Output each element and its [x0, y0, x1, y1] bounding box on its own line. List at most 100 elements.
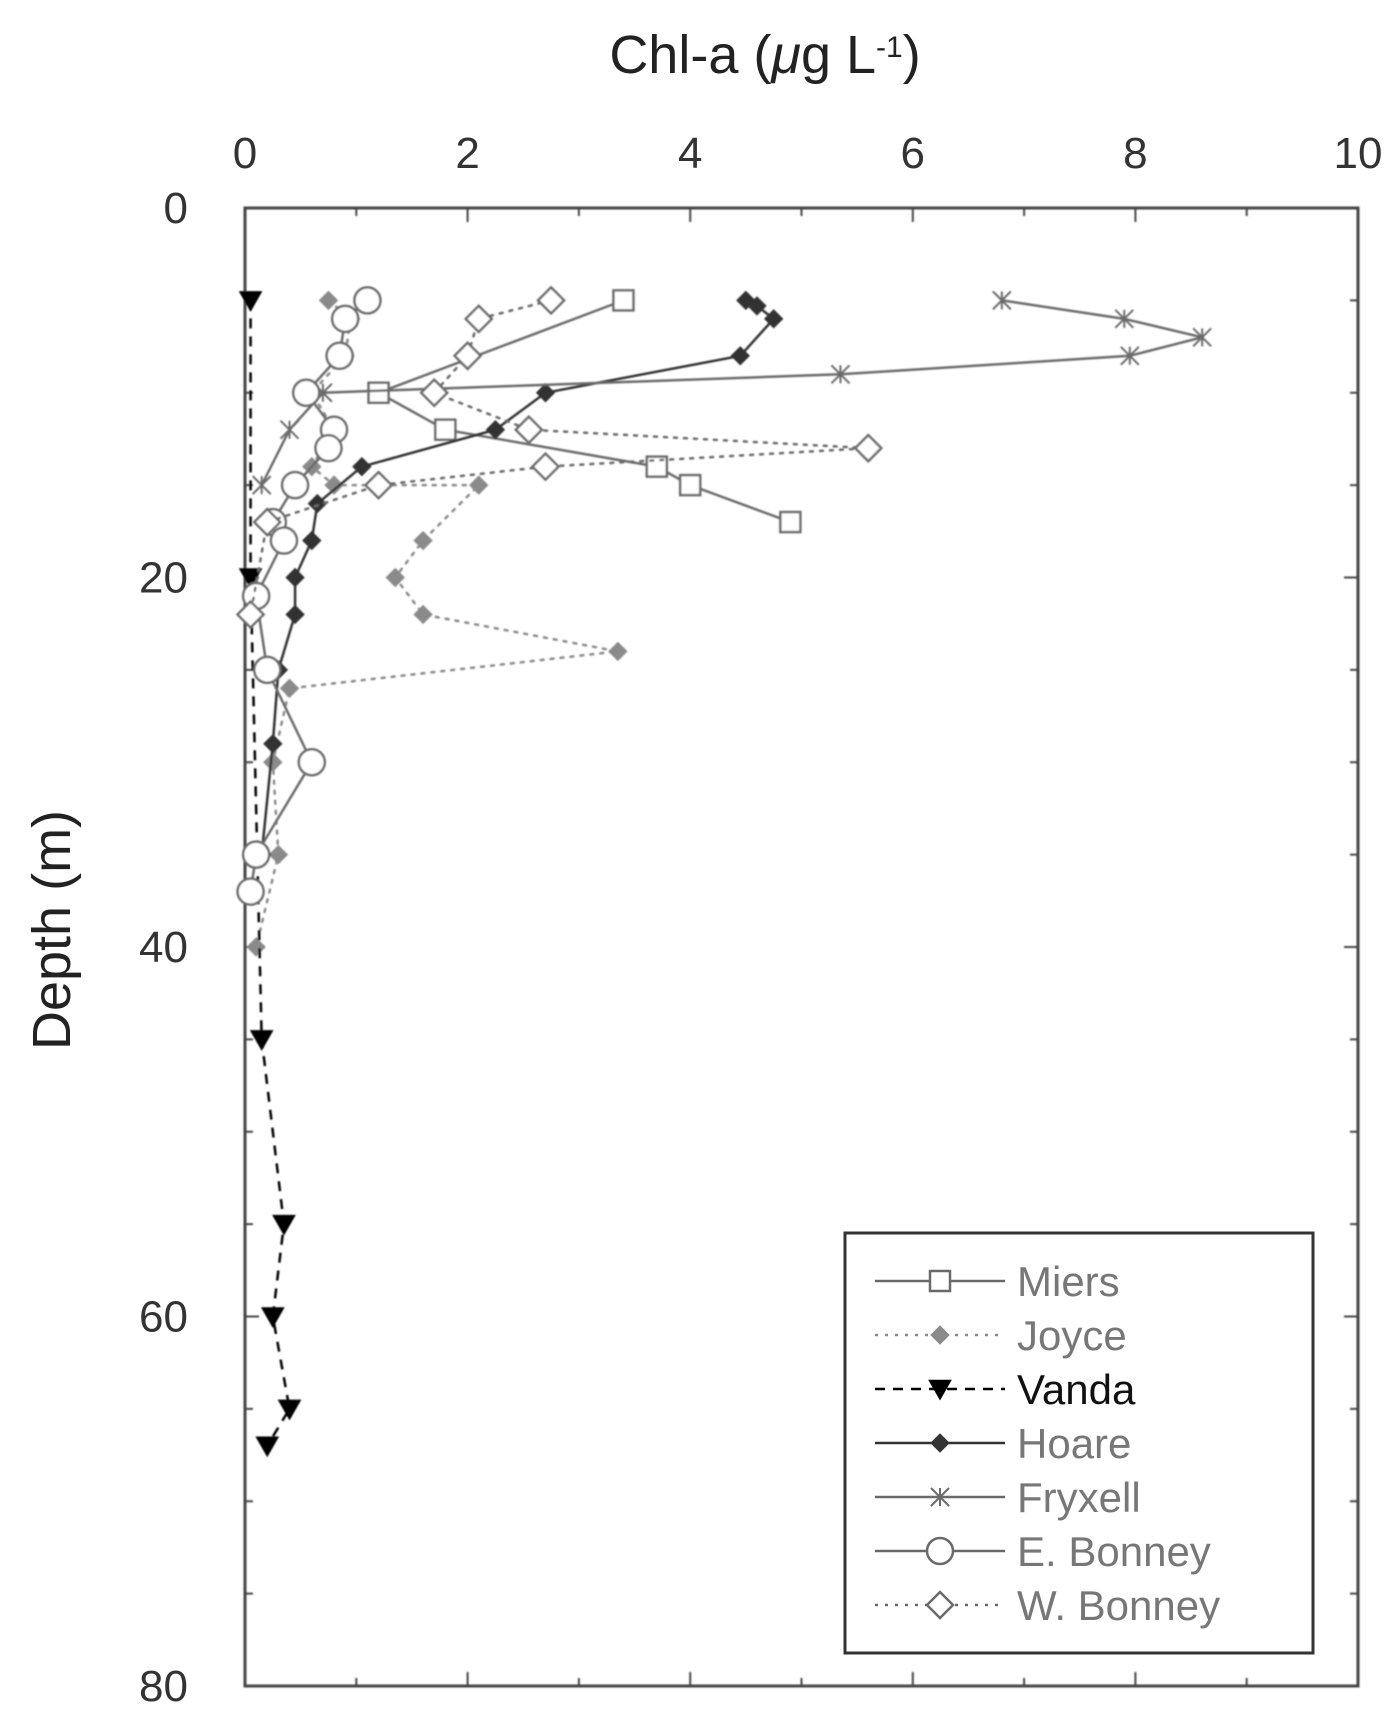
data-point [285, 604, 305, 625]
data-point [930, 1433, 950, 1453]
data-point [297, 748, 327, 777]
data-point [413, 604, 433, 625]
data-point [530, 451, 561, 482]
data-point [514, 414, 544, 445]
data-point [269, 526, 299, 555]
data-point [330, 304, 360, 334]
data-point [928, 1379, 952, 1401]
data-point [255, 1436, 280, 1458]
data-point [1192, 327, 1212, 348]
series-fryxell [251, 290, 1212, 495]
data-point [385, 567, 405, 588]
y-tick-label: 80 [139, 1662, 188, 1711]
data-point [747, 296, 767, 316]
data-point [419, 377, 449, 408]
legend-label: Vanda [1017, 1366, 1136, 1413]
series-line [249, 299, 869, 616]
data-point [280, 470, 310, 500]
legend-label: Miers [1017, 1258, 1120, 1305]
data-point [452, 341, 483, 371]
data-point [469, 475, 489, 495]
legend-item: Vanda [875, 1366, 1136, 1413]
data-point [830, 364, 851, 384]
data-point [241, 840, 271, 869]
y-tick-label: 40 [139, 923, 188, 972]
series-line [375, 299, 791, 524]
legend-item: Joyce [875, 1312, 1127, 1359]
data-point [535, 383, 556, 403]
data-point [730, 346, 750, 366]
data-point [277, 1399, 302, 1421]
series-line [260, 299, 776, 855]
data-point [608, 641, 628, 662]
data-point [853, 433, 884, 463]
legend-label: Hoare [1017, 1420, 1131, 1467]
series-hoare [251, 290, 784, 865]
data-point [302, 530, 322, 551]
legend: Miers Joyce Vanda Hoare Fryxell E. Bonney W. B… [843, 1231, 1315, 1655]
data-point [992, 290, 1012, 311]
data-point [251, 475, 272, 495]
data-point [413, 530, 433, 551]
data-point [779, 510, 802, 534]
data-point [928, 1269, 952, 1293]
y-axis-title: Depth (m) [22, 810, 82, 1050]
data-point [353, 286, 382, 315]
data-point [763, 309, 784, 329]
data-point [314, 433, 343, 463]
data-point [1114, 309, 1134, 329]
data-point [285, 567, 305, 588]
y-tick-label: 0 [164, 184, 188, 233]
legend-label: Fryxell [1017, 1474, 1141, 1521]
data-point [252, 507, 283, 537]
data-point [434, 418, 457, 441]
x-tick-label: 6 [901, 129, 925, 178]
data-point [253, 655, 282, 685]
legend-item: Miers [875, 1258, 1120, 1305]
data-point [307, 493, 328, 514]
data-point [268, 844, 289, 865]
data-point [367, 381, 390, 404]
data-point [352, 456, 372, 477]
y-tick-label: 60 [139, 1293, 188, 1342]
data-point [930, 1325, 950, 1345]
data-point [925, 1536, 955, 1566]
data-point [272, 1214, 296, 1236]
data-point [263, 734, 283, 754]
y-tick-label: 20 [139, 554, 188, 603]
data-point [930, 1487, 950, 1507]
data-point [925, 1590, 955, 1620]
series-vanda [238, 291, 302, 1458]
legend-item: Hoare [875, 1420, 1131, 1467]
legend-item: W. Bonney [875, 1582, 1220, 1629]
data-point [318, 290, 339, 311]
data-point [263, 752, 283, 772]
data-point [279, 419, 300, 440]
data-point [463, 304, 494, 334]
data-point [291, 378, 321, 407]
series-miers [367, 289, 802, 534]
legend-label: W. Bonney [1017, 1582, 1220, 1629]
x-tick-label: 4 [678, 129, 702, 178]
data-point [260, 1307, 285, 1328]
x-tick-label: 8 [1123, 129, 1147, 178]
data-point [236, 877, 265, 906]
legend-item: Fryxell [875, 1474, 1141, 1521]
data-point [485, 419, 506, 440]
data-point [1120, 346, 1140, 366]
x-tick-label: 10 [1334, 129, 1383, 178]
legend-item: E. Bonney [875, 1528, 1211, 1575]
data-point [279, 678, 300, 699]
data-point [249, 1030, 274, 1051]
data-point [678, 473, 702, 497]
series-line [254, 299, 619, 949]
data-point [235, 599, 266, 630]
data-point [324, 475, 344, 495]
x-tick-label: 0 [233, 129, 257, 178]
legend-label: E. Bonney [1017, 1528, 1211, 1575]
data-point [536, 285, 566, 316]
data-point [325, 341, 354, 371]
data-point [238, 291, 263, 312]
